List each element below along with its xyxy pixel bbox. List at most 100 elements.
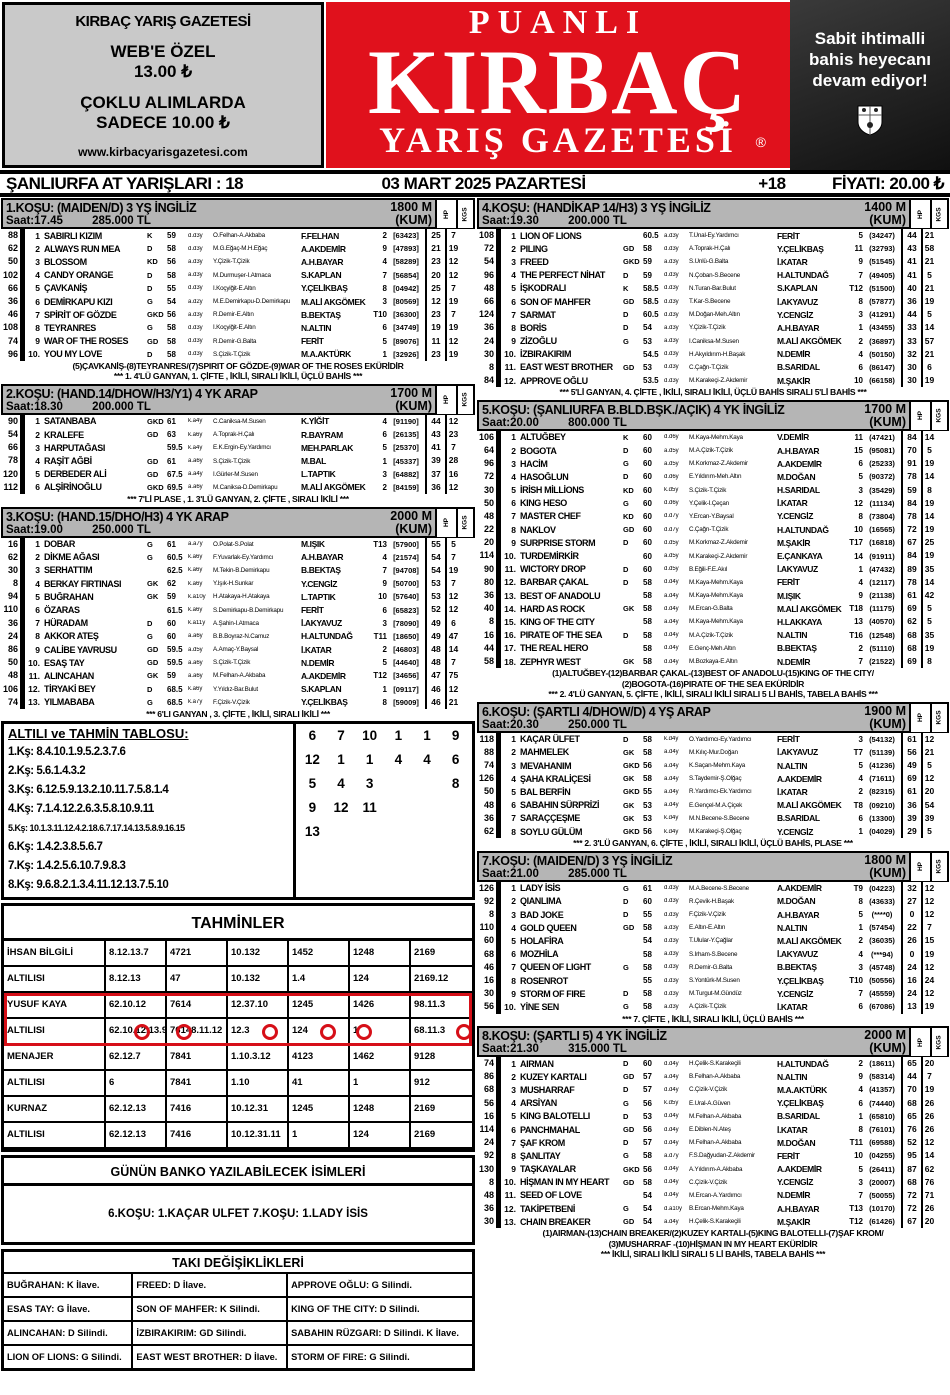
horse-wt: 63: [167, 430, 176, 440]
horse-num: 18.: [504, 656, 516, 667]
horse-jockey: E.ÇANKAYA: [777, 551, 823, 562]
horse-num: 4: [35, 578, 40, 589]
horse-own: İ.Koçyiğit-E.Altın: [213, 324, 256, 332]
horse-name: BAD JOKE: [520, 909, 564, 920]
horse-num: 1: [511, 432, 516, 443]
horse-row: 110 4 GOLD QUEEN GD 58 a.d3y E.Altın-E.Altın N.…: [477, 921, 949, 935]
horse-hp: 23: [425, 255, 445, 269]
horse-name: DİKME AĞASI: [44, 552, 100, 563]
horse-tag: KD: [623, 485, 634, 495]
equipment-change-cell: ESAS TAY: G İlave.: [4, 1298, 134, 1323]
horse-kgs: 21: [445, 695, 460, 709]
horse-num: 12.: [504, 375, 516, 386]
horse-wt: 60: [643, 432, 652, 442]
race-distance: 1800 M: [864, 852, 906, 867]
horse-rank: 4: [858, 577, 863, 587]
horse-hp: 44: [901, 229, 921, 243]
horse-own: M.A.Çizik-T.Çizik: [689, 447, 733, 455]
horse-num: 1: [511, 230, 516, 241]
horse-rank: 6: [382, 430, 387, 440]
horse-row: 58 18. ZEPHYR WEST GK 58 d.d4y M.Bozkaya-E.Alt…: [477, 654, 949, 669]
horse-code: a.d3y: [664, 324, 679, 331]
horse-num: 9: [35, 336, 40, 347]
horse-own: C.Çizik-V.Çizik: [689, 1178, 728, 1186]
horse-code: k.a10y: [188, 593, 206, 600]
horse-score: (04223): [869, 883, 895, 893]
horse-num: 7: [511, 813, 516, 824]
altili-grid: 6 7 10 1 1 9 12 1 1 4 4 6 5 4 3 8 9 12 11 13: [296, 724, 472, 897]
horse-name: MEVAHANIM: [520, 760, 572, 771]
horse-own: F.S.Dağyudan-Z.Akdemir: [689, 1152, 755, 1160]
horse-score: (57454): [869, 923, 895, 933]
horse-pgm: 108: [1, 321, 25, 335]
tahmin-cell: 124: [350, 967, 411, 994]
horse-jockey: B.BEKTAŞ: [777, 962, 817, 973]
horse-num: 3: [511, 256, 516, 267]
horse-row: 60 5 HOLAFİRA 54 d.d3y T.Ulular-Y.Çağlar M.ALİ…: [477, 934, 949, 948]
horse-tag: D: [623, 310, 629, 320]
horse-num: 8: [511, 975, 516, 986]
horse-score: (45748): [869, 962, 895, 972]
horse-num: 6: [35, 605, 40, 616]
horse-tag: G: [147, 697, 153, 707]
horse-pgm: 66: [1, 441, 25, 455]
horse-jockey: Y.CENGİZ: [777, 826, 814, 837]
horse-pgm: 56: [477, 1000, 501, 1014]
horse-kgs: 12: [921, 987, 936, 1001]
horse-tag: GD: [623, 1217, 635, 1227]
horse-wt: 55: [643, 976, 652, 986]
horse-row: 56 10. YİNE SEN G 58 a.d3y A.Çizik-T.Çizik İ.KA…: [477, 1000, 949, 1014]
horse-wt: 68.5: [167, 684, 183, 694]
horse-own: K.Saçan-Mehm.Kaya: [689, 762, 746, 770]
horse-jockey: S.KAPLAN: [301, 684, 342, 695]
race-city-title: ŞANLIURFA AT YARIŞLARI : 18: [6, 173, 244, 193]
horse-rank: 8: [858, 511, 863, 521]
horse-rank: T11: [373, 631, 387, 641]
horse-row: 56 4 ARSİYAN G 56 k.d5y E.Ural-A.Güven Y.ÇELİKB…: [477, 1096, 949, 1110]
horse-wt: 62: [167, 579, 176, 589]
race-distance: 2000 M: [864, 1028, 906, 1042]
horse-pgm: 92: [477, 1149, 501, 1163]
altili-grid-cell: 4: [423, 752, 431, 768]
tahmin-cell: 1248: [350, 941, 411, 968]
horse-jockey: M.A.AKTÜRK: [777, 1084, 827, 1095]
horse-rank: 9: [858, 591, 863, 601]
horse-score: (82315): [869, 787, 895, 797]
horse-kgs: 5: [921, 602, 936, 616]
horse-wt: 60: [643, 896, 652, 906]
equipment-change-cell: EAST WEST BROTHER: D İlave.: [133, 1346, 289, 1369]
horse-jockey: M.DOĞAN: [777, 896, 816, 907]
horse-rank: 4: [382, 416, 387, 426]
horse-wt: 58: [167, 336, 176, 346]
race-distance: 2000 M: [390, 508, 432, 523]
horse-pgm: 22: [477, 523, 501, 537]
horse-code: k.d4y: [664, 815, 679, 822]
horse-hp: 16: [901, 973, 921, 988]
horse-kgs: 14: [921, 509, 936, 524]
horse-code: d.d3y: [664, 298, 679, 305]
horse-row: 36 13. BEST OF ANADOLU 58 a.d4y M.Kaya-Mehm.K…: [477, 589, 949, 603]
race-surface: (KUM): [395, 398, 432, 413]
horse-jockey: M.ŞAKİR: [777, 537, 811, 548]
horse-tag: GD: [147, 456, 159, 466]
tahmin-cell: 1: [289, 1123, 350, 1150]
horse-jockey: M.ALİ AKGÖMEK: [777, 800, 842, 811]
horse-row: 126 4 ŞAHA KRALİÇESİ GK 58 a.d4y S.Taydemir-Ş.…: [477, 772, 949, 786]
horse-hp: 21: [425, 242, 445, 256]
horse-score: (41236): [869, 761, 895, 771]
horse-wt: 60: [643, 498, 652, 508]
horse-jockey: FERİT: [777, 230, 800, 241]
altili-grid-cell: 12: [333, 800, 349, 816]
horse-hp: 67: [901, 536, 921, 550]
race-note-line: *** 6'LI GANYAN , 3. ÇİFTE , İKİLİ, SIRA…: [146, 708, 330, 719]
horse-row: 86 9 CALİBE YAVRUSU GD 59.5 a.d5y A.Amaç-Y.Bay…: [1, 643, 475, 657]
horse-wt: 60: [643, 551, 652, 561]
tahmin-cell: 7614: [167, 993, 228, 1020]
horse-row: 102 4 CANDY ORANGE D 58 a.d3y M.Durmuşer-İ.Atm…: [1, 268, 475, 282]
horse-tag: GD: [623, 244, 635, 254]
horse-name: HACİM: [520, 458, 548, 469]
horse-pgm: 30: [477, 987, 501, 1001]
altili-grid-cell: [384, 824, 413, 839]
banko-box: GÜNÜN BANKO YAZILABİLECEK İSİMLERİ 6.KOŞU…: [1, 1155, 475, 1246]
edition-title-bar: ŞANLIURFA AT YARIŞLARI : 18 03 MART 2025…: [0, 170, 950, 197]
